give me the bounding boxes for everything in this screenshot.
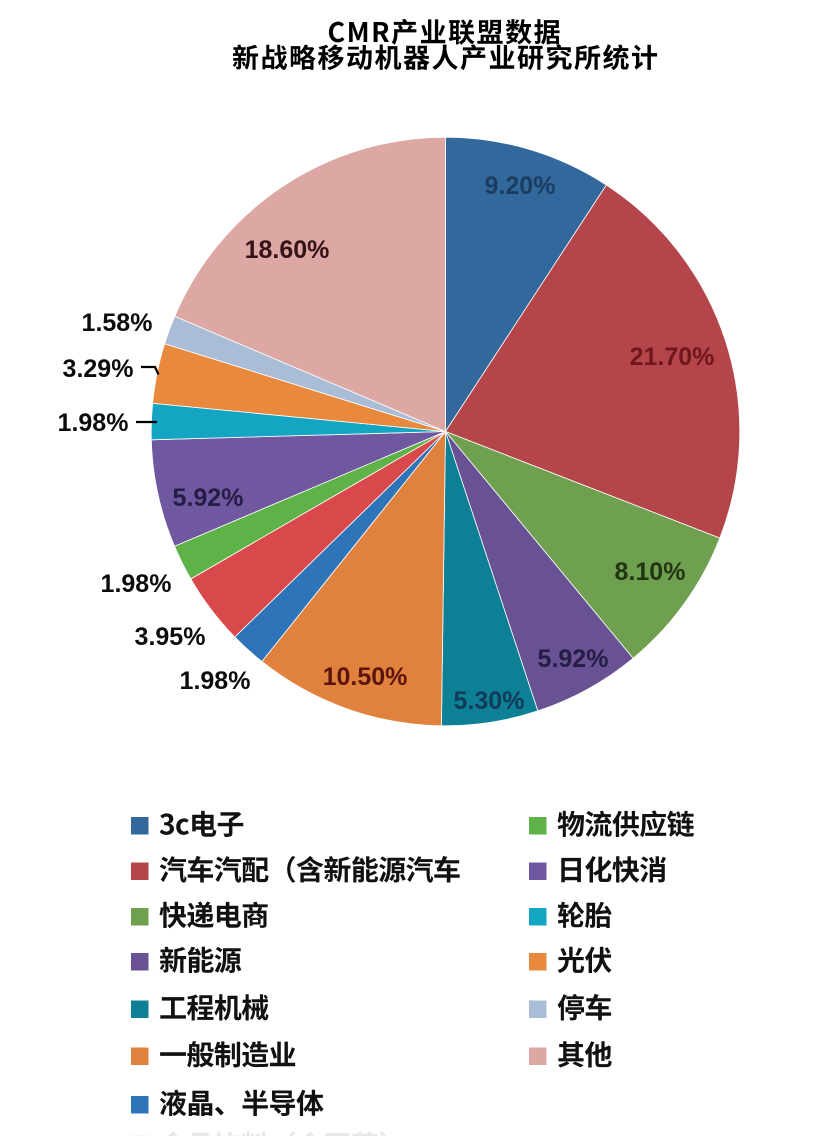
svg-text:1.58%: 1.58%: [82, 309, 153, 337]
svg-text:8.10%: 8.10%: [615, 558, 686, 586]
svg-text:3.29%: 3.29%: [63, 355, 134, 383]
svg-text:9.20%: 9.20%: [485, 172, 556, 200]
svg-text:3.95%: 3.95%: [135, 623, 206, 651]
svg-text:10.50%: 10.50%: [323, 663, 408, 691]
svg-text:18.60%: 18.60%: [245, 236, 330, 264]
svg-text:1.98%: 1.98%: [58, 409, 129, 437]
svg-text:5.92%: 5.92%: [173, 484, 244, 512]
svg-text:21.70%: 21.70%: [630, 343, 715, 371]
svg-text:1.98%: 1.98%: [180, 667, 251, 695]
svg-text:5.92%: 5.92%: [538, 645, 609, 673]
svg-text:5.30%: 5.30%: [454, 687, 525, 715]
svg-text:1.98%: 1.98%: [101, 570, 172, 598]
